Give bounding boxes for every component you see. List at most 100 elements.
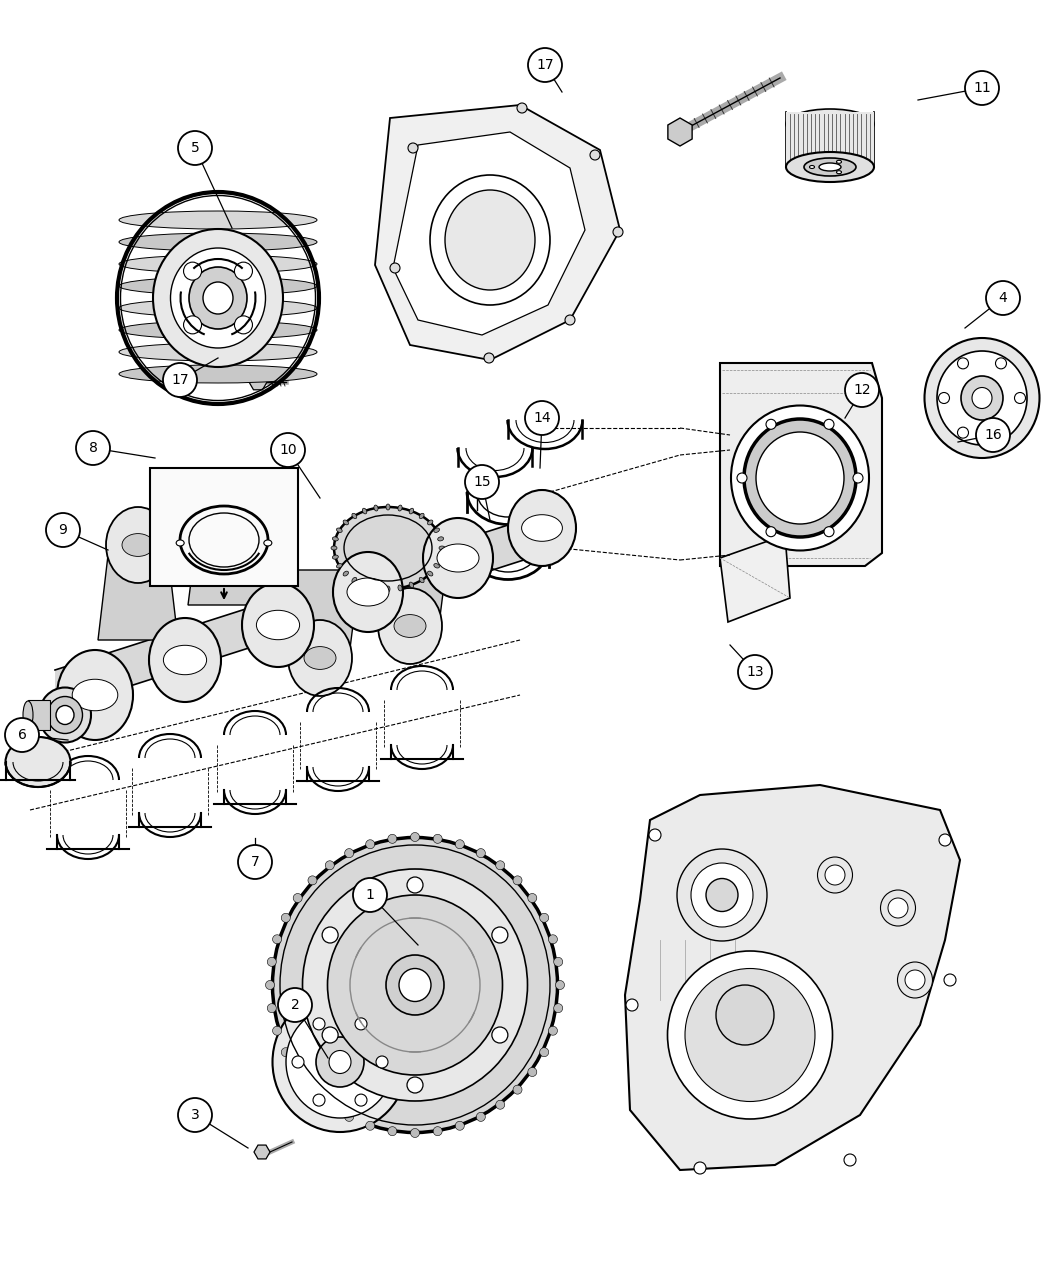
Ellipse shape (344, 1112, 354, 1122)
Ellipse shape (153, 230, 284, 367)
Text: 16: 16 (984, 428, 1002, 442)
Ellipse shape (176, 541, 184, 546)
Ellipse shape (756, 432, 844, 524)
Ellipse shape (944, 974, 956, 986)
Ellipse shape (170, 249, 266, 348)
Ellipse shape (937, 351, 1027, 445)
Ellipse shape (528, 1067, 537, 1076)
Ellipse shape (737, 473, 747, 483)
Ellipse shape (390, 263, 400, 273)
Ellipse shape (268, 1003, 276, 1012)
Ellipse shape (445, 190, 536, 289)
Ellipse shape (308, 1085, 317, 1094)
Ellipse shape (399, 969, 430, 1001)
Ellipse shape (23, 701, 33, 729)
Ellipse shape (352, 578, 357, 583)
Circle shape (965, 71, 999, 105)
Ellipse shape (786, 152, 874, 182)
Ellipse shape (326, 861, 334, 870)
Ellipse shape (513, 1085, 522, 1094)
Ellipse shape (394, 615, 426, 638)
Polygon shape (55, 510, 555, 710)
Polygon shape (375, 105, 620, 360)
Ellipse shape (924, 338, 1040, 458)
Ellipse shape (685, 969, 815, 1102)
Ellipse shape (491, 927, 508, 944)
Ellipse shape (196, 479, 260, 555)
Ellipse shape (439, 546, 445, 550)
Ellipse shape (398, 585, 402, 590)
Ellipse shape (386, 586, 390, 592)
Ellipse shape (528, 894, 537, 903)
Ellipse shape (322, 1026, 338, 1043)
Ellipse shape (408, 143, 418, 153)
Circle shape (46, 513, 80, 547)
Ellipse shape (293, 1067, 302, 1076)
Ellipse shape (590, 150, 600, 159)
Ellipse shape (553, 1003, 563, 1012)
Ellipse shape (491, 1026, 508, 1043)
Ellipse shape (387, 1127, 397, 1136)
Ellipse shape (212, 506, 244, 528)
Ellipse shape (333, 537, 338, 541)
Text: 1: 1 (365, 887, 375, 901)
Ellipse shape (333, 552, 403, 632)
Circle shape (178, 1098, 212, 1132)
Ellipse shape (810, 166, 815, 168)
Ellipse shape (334, 507, 442, 589)
Ellipse shape (302, 870, 527, 1102)
Ellipse shape (434, 528, 440, 533)
Ellipse shape (313, 1017, 326, 1030)
Text: 17: 17 (537, 57, 553, 71)
Ellipse shape (119, 277, 317, 295)
Circle shape (271, 434, 304, 467)
Ellipse shape (419, 514, 424, 519)
Text: 3: 3 (191, 1108, 200, 1122)
Ellipse shape (378, 588, 442, 664)
Circle shape (525, 402, 559, 435)
Ellipse shape (264, 541, 272, 546)
Ellipse shape (374, 505, 378, 511)
Ellipse shape (355, 1017, 368, 1030)
Ellipse shape (958, 427, 968, 439)
Ellipse shape (304, 646, 336, 669)
Ellipse shape (234, 316, 252, 334)
Ellipse shape (939, 393, 949, 403)
Ellipse shape (398, 505, 402, 511)
Ellipse shape (819, 163, 841, 171)
Ellipse shape (329, 1051, 351, 1074)
Ellipse shape (407, 1077, 423, 1093)
Ellipse shape (548, 935, 558, 943)
Ellipse shape (336, 528, 342, 533)
Ellipse shape (331, 546, 337, 550)
Ellipse shape (407, 877, 423, 892)
Ellipse shape (203, 282, 233, 314)
Polygon shape (393, 133, 585, 335)
Ellipse shape (333, 555, 338, 560)
Ellipse shape (553, 958, 563, 966)
Ellipse shape (766, 419, 776, 430)
Ellipse shape (343, 520, 349, 525)
Ellipse shape (365, 1121, 375, 1130)
Polygon shape (188, 516, 268, 606)
Ellipse shape (411, 1128, 420, 1137)
Ellipse shape (513, 876, 522, 885)
Circle shape (278, 988, 312, 1023)
Circle shape (738, 655, 772, 688)
Ellipse shape (273, 992, 407, 1132)
Ellipse shape (57, 650, 133, 740)
Ellipse shape (691, 863, 753, 927)
Polygon shape (370, 538, 450, 626)
Ellipse shape (456, 840, 464, 849)
Ellipse shape (824, 527, 834, 537)
Ellipse shape (427, 571, 433, 576)
Ellipse shape (336, 564, 342, 567)
Ellipse shape (844, 1154, 856, 1167)
Text: 8: 8 (88, 441, 98, 455)
Ellipse shape (411, 833, 420, 842)
Text: 4: 4 (999, 291, 1007, 305)
Ellipse shape (189, 266, 247, 329)
Ellipse shape (376, 1056, 388, 1068)
Ellipse shape (313, 1094, 326, 1107)
Text: 10: 10 (279, 442, 297, 456)
